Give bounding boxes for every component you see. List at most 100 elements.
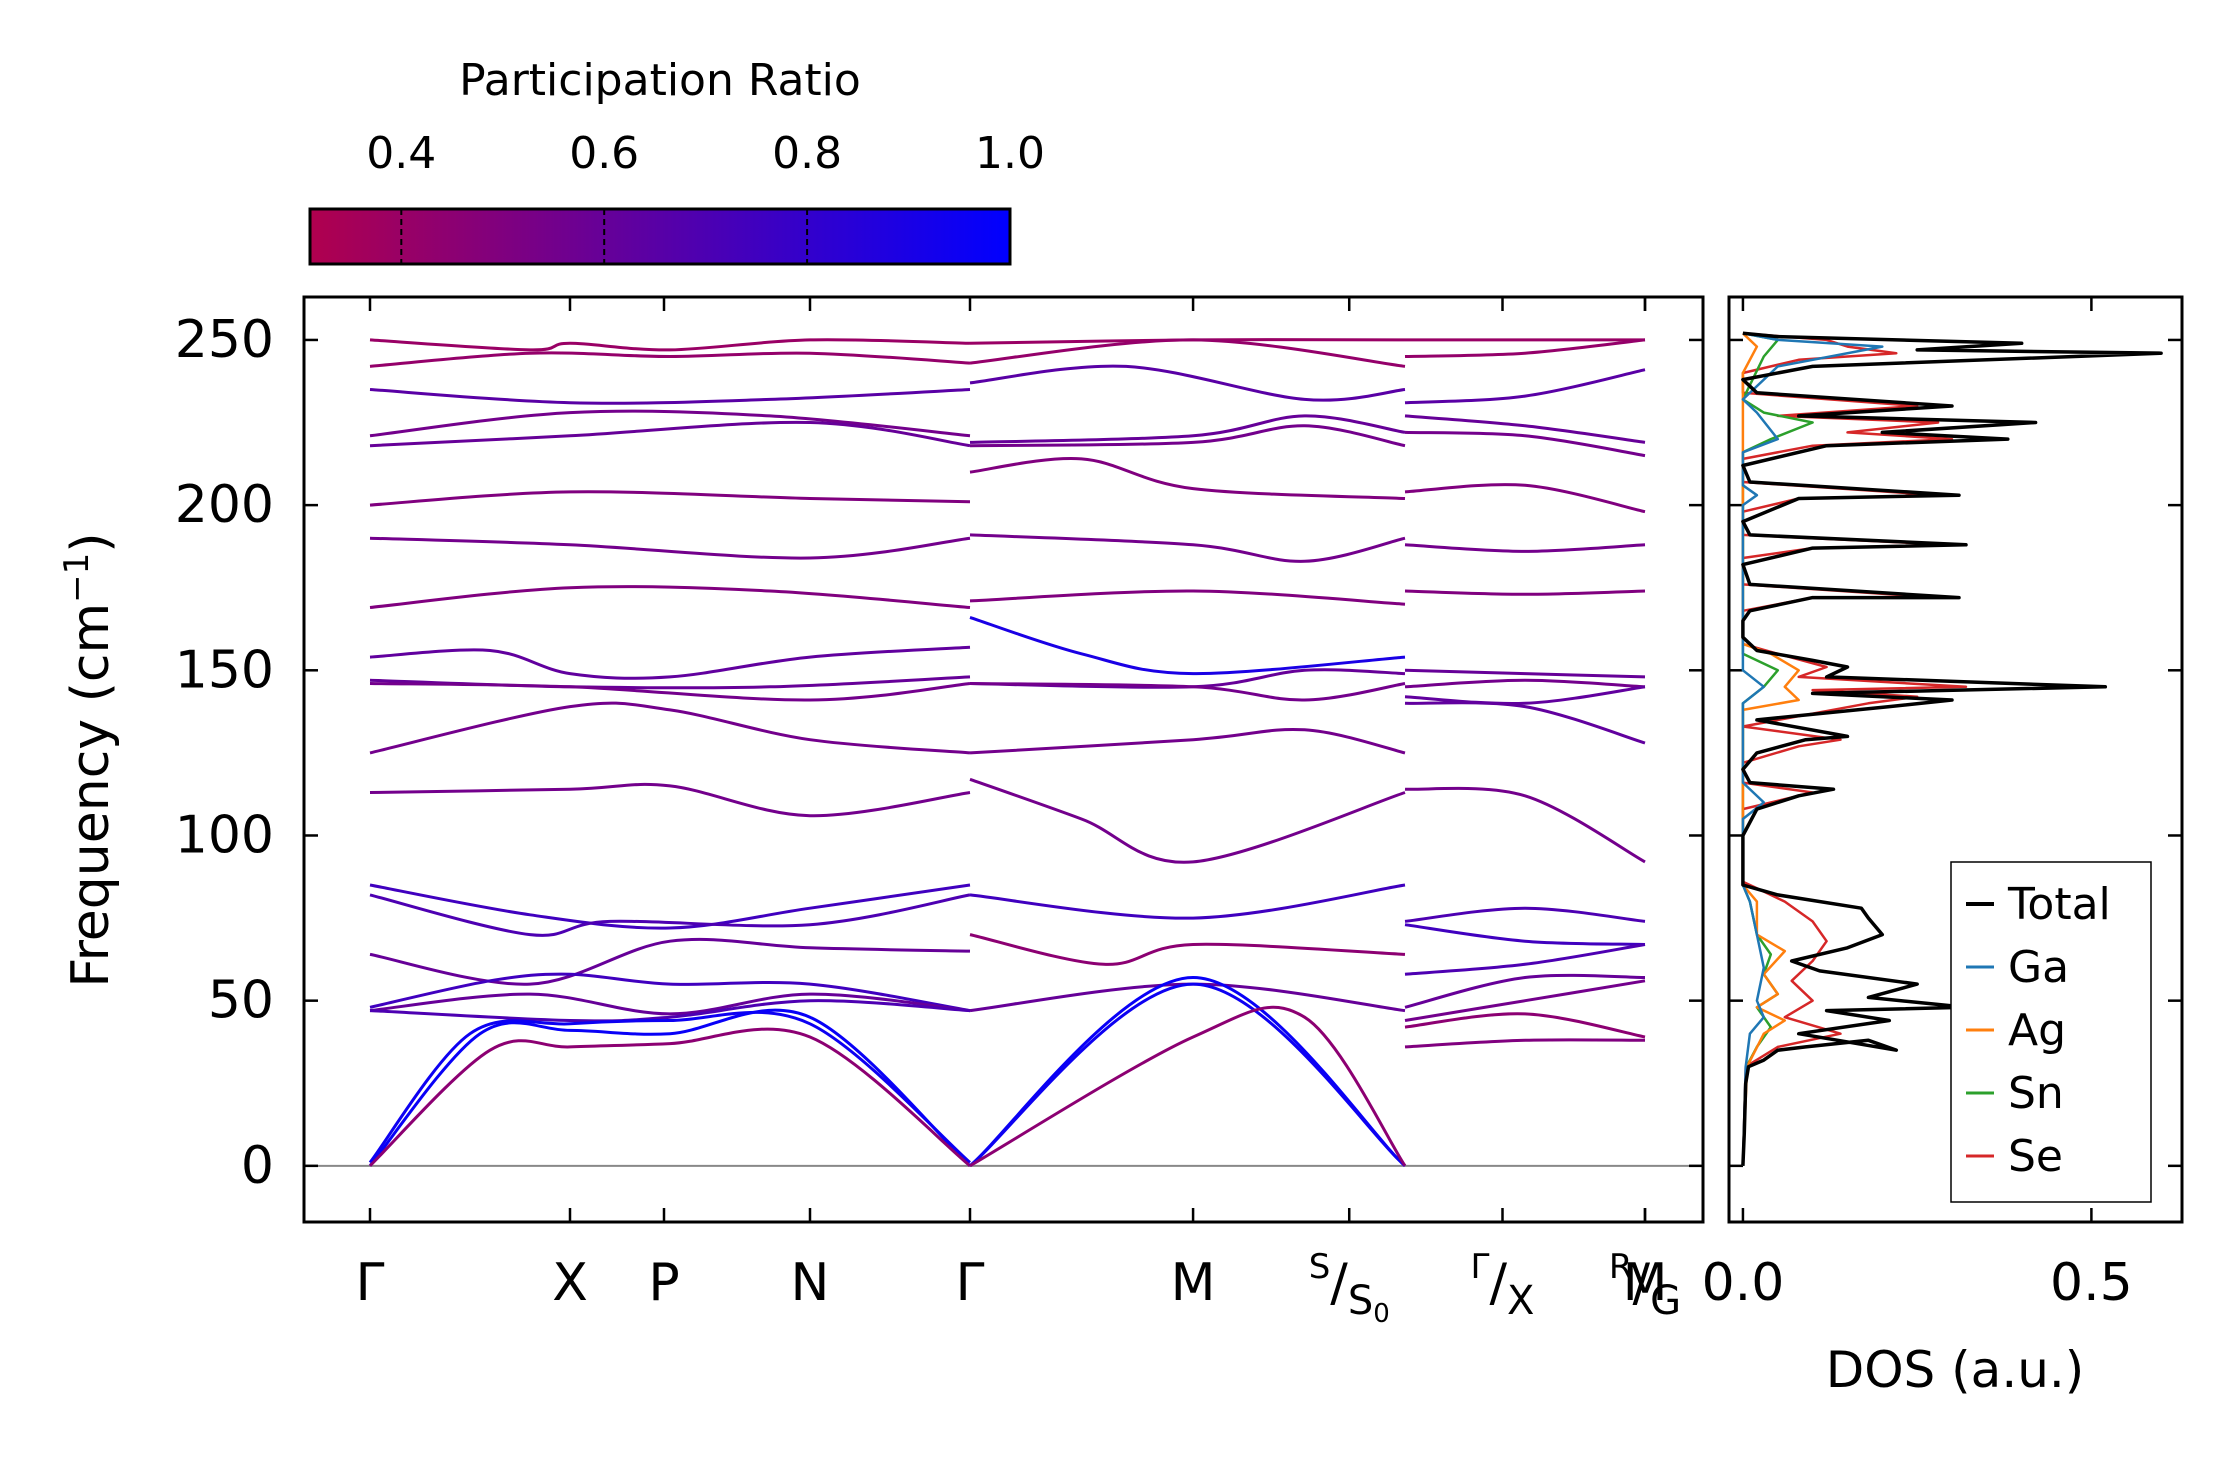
phonon-band — [369, 999, 971, 1023]
phonon-band — [969, 457, 1406, 500]
phonon-band — [369, 409, 971, 438]
phonon-band — [369, 893, 971, 937]
phonon-band — [969, 777, 1406, 864]
phonon-band — [368, 1008, 972, 1167]
phonon-band — [1404, 414, 1646, 444]
phonon-band — [1404, 786, 1646, 864]
phonon-band — [369, 782, 971, 818]
phonon-band — [368, 1027, 971, 1167]
phonon-band — [1404, 543, 1646, 553]
legend-label: Sn — [2008, 1068, 2064, 1119]
y-tick-label: 250 — [175, 310, 274, 370]
dos-panel: 0.0 0.5 DOS (a.u.) Total Ga Ag Sn Se — [1702, 295, 2184, 1399]
legend-label: Se — [2008, 1131, 2063, 1182]
phonon-band — [369, 645, 971, 680]
x-tick-label: S/S0 — [1309, 1247, 1390, 1329]
phonon-band — [1404, 668, 1646, 679]
phonon-band — [969, 883, 1406, 920]
colorbar-tick-label: 0.8 — [772, 128, 842, 179]
phonon-band — [1404, 483, 1646, 514]
x-tick-label: Γ — [356, 1253, 385, 1313]
phonon-band — [369, 338, 971, 352]
colorbar: Participation Ratio 0.4 0.6 0.8 1.0 — [308, 55, 1045, 266]
dos-series-total — [1741, 331, 2163, 1166]
x-tick-label: Γ/X — [1471, 1247, 1535, 1324]
phonon-band — [369, 585, 971, 609]
phonon-band — [1404, 701, 1646, 745]
phonon-band — [1404, 1038, 1646, 1049]
phonon-band — [969, 933, 1406, 966]
phonon-band — [1404, 906, 1646, 923]
dos-series-ga — [1741, 332, 1884, 1166]
colorbar-tick-label: 0.4 — [366, 128, 436, 179]
dos-series-ag — [1741, 332, 1800, 1166]
phonon-band — [369, 675, 971, 690]
phonon-band — [369, 536, 971, 560]
phonon-band — [969, 982, 1406, 1013]
x-tick-label: X — [552, 1253, 588, 1313]
colorbar-tick-label: 1.0 — [975, 128, 1045, 179]
phonon-band — [969, 589, 1406, 606]
phonon-band — [1404, 678, 1646, 689]
phonon-band — [369, 883, 971, 930]
legend-label: Ga — [2008, 942, 2069, 993]
phonon-band — [369, 937, 971, 986]
x-tick-label: M — [1171, 1253, 1216, 1313]
x-tick-label: M — [1623, 1253, 1668, 1313]
phonon-band — [369, 420, 971, 448]
phonon-band — [369, 490, 971, 507]
colorbar-title: Participation Ratio — [459, 55, 861, 106]
phonon-band — [369, 701, 971, 755]
colorbar-gradient — [308, 207, 1012, 266]
phonon-band — [969, 1005, 1407, 1168]
y-tick-label: 0 — [241, 1136, 274, 1196]
dispersion-frame — [302, 295, 1705, 1224]
legend-label: Total — [2007, 879, 2111, 930]
phonon-band — [969, 414, 1406, 444]
dos-frame — [1727, 295, 2184, 1224]
y-axis-label: Frequency (cm−1) — [57, 532, 121, 987]
phonon-band — [969, 533, 1406, 563]
y-tick-label: 100 — [175, 805, 274, 865]
y-tick-label: 50 — [208, 971, 274, 1031]
y-tick-label: 150 — [175, 640, 274, 700]
dos-x-label: DOS (a.u.) — [1826, 1341, 2085, 1399]
phonon-band — [1404, 368, 1646, 405]
phonon-band — [969, 727, 1406, 755]
phonon-band — [369, 972, 971, 1013]
phonon-band — [969, 975, 1406, 1167]
phonon-band — [1404, 979, 1646, 1022]
phonon-band — [1404, 973, 1646, 1009]
phonon-band — [1404, 685, 1646, 706]
phonon-band — [1404, 1012, 1646, 1039]
colorbar-tick-label: 0.6 — [569, 128, 639, 179]
phonon-band — [369, 388, 971, 405]
x-tick-label: P — [648, 1253, 679, 1313]
phonon-band — [1404, 430, 1646, 458]
phonon-band — [369, 351, 971, 368]
dos-x-tick-label: 0.5 — [2050, 1253, 2133, 1313]
dos-legend: Total Ga Ag Sn Se — [1950, 861, 2152, 1203]
x-tick-label: R/G — [1609, 1247, 1681, 1324]
legend-label: Ag — [2008, 1005, 2066, 1056]
phonon-band — [1404, 943, 1646, 976]
phonon-band — [369, 992, 971, 1016]
phonon-band — [1404, 338, 1646, 358]
phonon-band — [969, 364, 1406, 402]
phonon-band — [1404, 589, 1646, 596]
phonon-band — [1404, 923, 1646, 946]
phonon-band — [969, 682, 1406, 702]
phonon-band — [969, 982, 1406, 1167]
phonon-band — [969, 338, 1406, 368]
legend-box — [1950, 861, 2152, 1203]
phonon-band — [369, 682, 971, 702]
phonon-band — [969, 615, 1406, 676]
x-tick-label: N — [791, 1253, 830, 1313]
phonon-band — [969, 424, 1406, 448]
x-tick-label: Γ — [956, 1253, 985, 1313]
phonon-band — [368, 1010, 971, 1164]
dos-x-tick-label: 0.0 — [1702, 1253, 1785, 1313]
y-tick-label: 200 — [175, 475, 274, 535]
